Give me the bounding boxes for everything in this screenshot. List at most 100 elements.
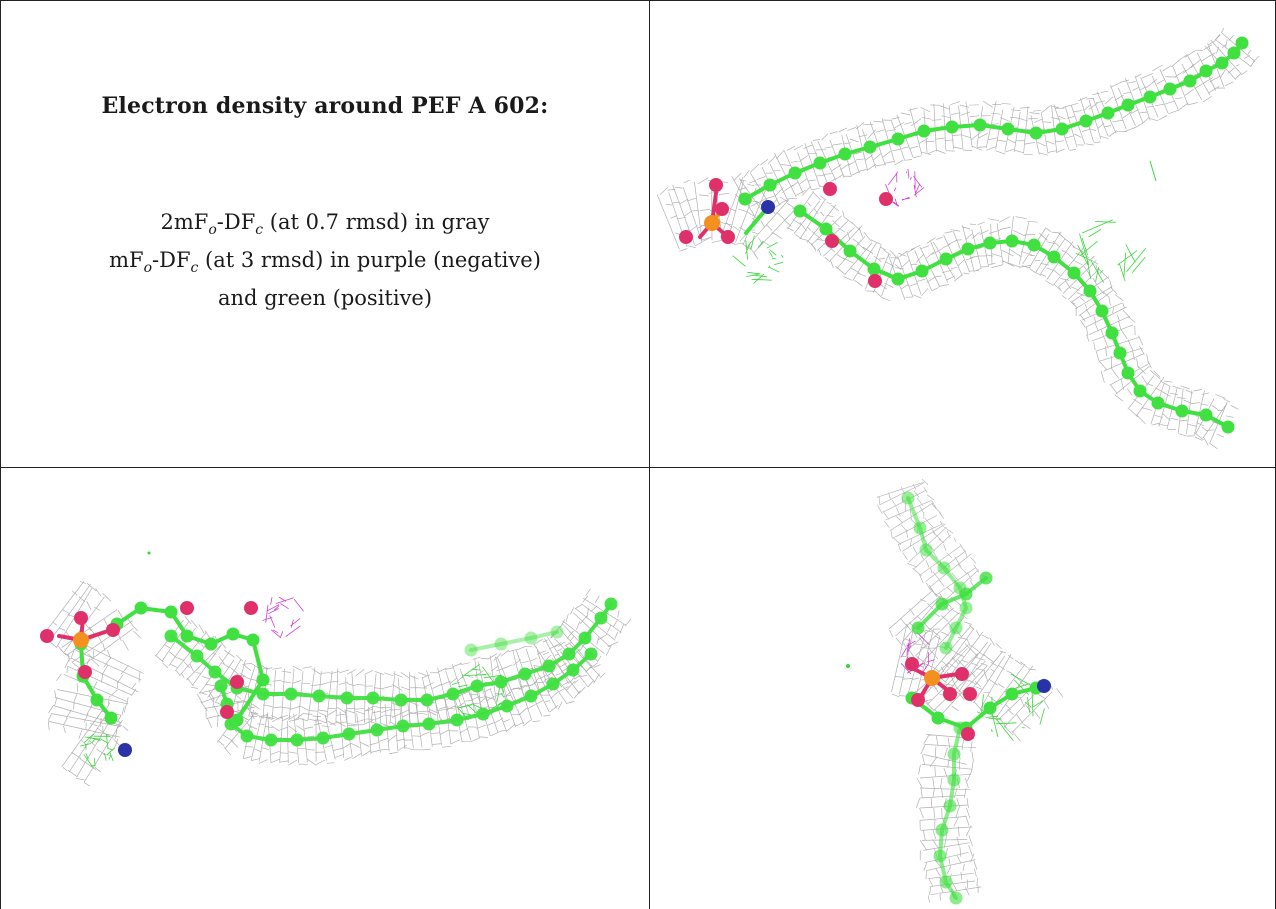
lower-acyl-chain-atom xyxy=(1095,304,1109,318)
glycerol-backbone-atom xyxy=(134,601,148,615)
lower-acyl-chain-atom xyxy=(524,689,538,703)
lower-acyl-chain-atom xyxy=(290,733,304,747)
rear-chain-ghost-atom xyxy=(550,625,564,639)
density-mesh-lower-chain xyxy=(786,191,1239,450)
lower-acyl-chain-atom xyxy=(342,727,356,741)
upper-acyl-chain-atom xyxy=(1121,98,1135,112)
upper-acyl-chain-atom xyxy=(1215,56,1229,70)
oxygen-atom xyxy=(721,230,735,244)
lower-acyl-chain-atom xyxy=(584,647,598,661)
negative-density-blob xyxy=(262,596,304,639)
upper-acyl-chain-atom xyxy=(949,621,963,635)
oxygen-atom xyxy=(220,705,234,719)
top-core-chain-atom xyxy=(911,621,925,635)
oxygen-atom xyxy=(961,727,975,741)
ligand-view-bottom-left xyxy=(1,468,649,908)
lower-acyl-chain-atom xyxy=(867,262,881,276)
upper-acyl-chain-atom xyxy=(518,667,532,681)
lower-acyl-chain-atom xyxy=(947,773,961,787)
legend-text: 2mFo-DFc (at 0.7 rmsd) in gray mFo-DFc (… xyxy=(1,207,649,313)
lower-acyl-chain-atom xyxy=(1047,250,1061,264)
density-mesh-headgroup xyxy=(656,176,801,260)
ligand-render-top-right xyxy=(656,27,1260,450)
headgroup-chain-atom xyxy=(90,693,104,707)
lower-acyl-chain-atom xyxy=(500,699,514,713)
headgroup-chain-bonds xyxy=(79,642,113,720)
legend-line1-prefix: 2mF xyxy=(160,210,209,234)
caption-cell: Electron density around PEF A 602: 2mFo-… xyxy=(1,1,649,467)
rear-chain-ghost-atom xyxy=(464,643,478,657)
upper-acyl-chain-atom xyxy=(913,521,927,535)
upper-acyl-chain-atom xyxy=(945,120,959,134)
upper-acyl-chain-atom xyxy=(763,178,777,192)
oxygen-atom xyxy=(709,178,723,192)
oxygen-atom xyxy=(823,182,837,196)
glycerol-backbone-atom xyxy=(180,629,194,643)
border-top xyxy=(0,0,1276,1)
lower-acyl-chain-atom xyxy=(476,707,490,721)
lower-acyl-chain-atom xyxy=(1067,266,1081,280)
legend-line2-suffix: (at 3 rmsd) in purple (negative) xyxy=(198,248,541,273)
oxygen-atom xyxy=(230,675,244,689)
upper-acyl-chain-atom xyxy=(604,597,618,611)
oxygen-atom xyxy=(74,611,88,625)
legend-line-positive: and green (positive) xyxy=(217,286,433,311)
lower-acyl-chain-atom xyxy=(843,244,857,258)
oxygen-atom xyxy=(955,667,969,681)
legend-line-difference: mFo-DFc (at 3 rmsd) in purple (negative) xyxy=(1,245,649,283)
oxygen-atom xyxy=(911,693,925,707)
ligand-view-top-right xyxy=(650,1,1275,467)
upper-acyl-chain-atom xyxy=(959,601,973,615)
lower-acyl-chain-atom xyxy=(1221,420,1235,434)
positive-density-fragment xyxy=(1149,160,1157,182)
upper-acyl-chain-atom xyxy=(891,132,905,146)
legend-line2-prefix: mF xyxy=(109,248,144,273)
lower-acyl-chain-atom xyxy=(450,713,464,727)
lower-acyl-chain-atom xyxy=(891,272,905,286)
lower-acyl-chain-atom xyxy=(819,222,833,236)
lower-acyl-chain-atom xyxy=(1133,384,1147,398)
upper-acyl-chain-atom xyxy=(1163,82,1177,96)
oxygen-atom xyxy=(715,202,729,216)
lower-acyl-chain-atom xyxy=(983,236,997,250)
upper-acyl-chain-atom xyxy=(788,166,802,180)
core-chain-atom xyxy=(1005,687,1019,701)
lower-acyl-chain-atom xyxy=(1027,238,1041,252)
legend-line2-mid: -DF xyxy=(152,248,191,273)
phosphorus-atom xyxy=(924,670,940,686)
upper-acyl-chain-atom xyxy=(738,192,752,206)
ligand-view-bottom-right xyxy=(650,468,1275,908)
top-core-chain-atom xyxy=(979,571,993,585)
oxygen-atom xyxy=(905,657,919,671)
upper-acyl-chain-atom xyxy=(937,561,951,575)
oxygen-atom xyxy=(180,601,194,615)
upper-acyl-chain-atom xyxy=(838,147,852,161)
upper-acyl-chain-atom xyxy=(594,611,608,625)
rear-chain-ghost-atom xyxy=(494,637,508,651)
lower-acyl-chain-atom xyxy=(396,719,410,733)
positive-density-blob-chain xyxy=(1075,219,1147,283)
upper-acyl-chain-atom xyxy=(562,647,576,661)
oxygen-atom xyxy=(78,665,92,679)
upper-acyl-chain-atom xyxy=(1029,126,1043,140)
upper-acyl-chain-atom xyxy=(1001,122,1015,136)
lower-acyl-chain-atom xyxy=(793,204,807,218)
upper-acyl-chain-atom xyxy=(901,491,915,505)
glycerol-backbone-atom xyxy=(246,633,260,647)
lower-acyl-chain-atom xyxy=(224,717,238,731)
ligand-render-bottom-left xyxy=(40,551,632,787)
nitrogen-atom xyxy=(1037,679,1051,693)
lower-acyl-chain-atom xyxy=(566,663,580,677)
border-middle-horizontal xyxy=(0,467,1276,468)
positive-density-dot xyxy=(147,551,151,555)
border-middle-vertical xyxy=(649,0,650,909)
upper-acyl-chain-atom xyxy=(394,693,408,707)
upper-acyl-chain-atom xyxy=(973,118,987,132)
legend-line1-sub1: o xyxy=(208,222,217,239)
lower-acyl-chain-atom xyxy=(1199,408,1213,422)
lower-acyl-chain-atom xyxy=(939,875,953,889)
upper-acyl-chain-atom xyxy=(813,156,827,170)
glycerol-backbone-atom xyxy=(164,605,178,619)
positive-density-dot xyxy=(846,664,850,668)
